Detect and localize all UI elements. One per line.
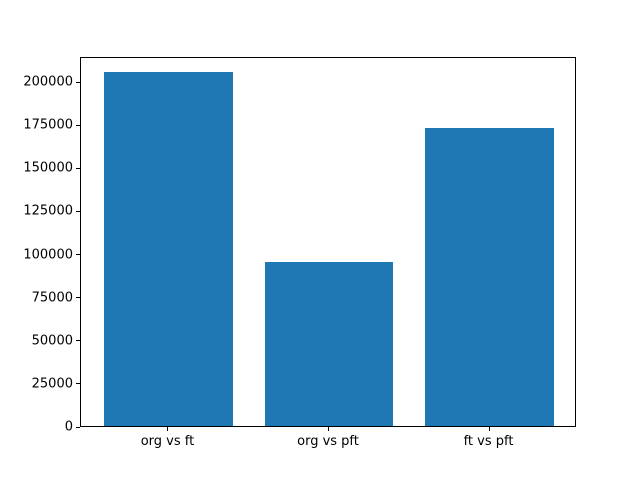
y-tick-label: 175000	[23, 117, 73, 133]
y-tick-mark	[76, 254, 80, 255]
y-tick-mark	[76, 167, 80, 169]
bar-org-vs-ft	[104, 72, 233, 426]
y-tick-mark	[76, 383, 80, 385]
y-tick-mark	[76, 297, 80, 299]
y-tick-mark	[76, 210, 80, 212]
y-tick-mark	[76, 340, 80, 342]
y-tick-label: 75000	[31, 290, 73, 306]
plot-area	[80, 57, 576, 427]
y-tick-label: 200000	[23, 74, 73, 90]
x-tick-label: org vs pft	[297, 434, 359, 449]
y-tick-label: 100000	[23, 247, 73, 262]
bar-org-vs-pft	[264, 262, 394, 426]
y-tick-label: 150000	[23, 160, 73, 176]
y-tick-label: 50000	[31, 333, 73, 349]
x-tick-mark	[488, 427, 490, 431]
x-tick-mark	[167, 427, 169, 431]
bar-ft-vs-pft	[425, 127, 554, 426]
y-tick-label: 125000	[23, 203, 73, 219]
x-tick-label: ft vs pft	[463, 434, 514, 449]
x-tick-mark	[328, 427, 329, 431]
x-tick-label: org vs ft	[140, 434, 195, 449]
y-tick-mark	[76, 81, 80, 83]
y-tick-mark	[76, 426, 80, 428]
y-tick-label: 0	[64, 419, 73, 435]
y-tick-mark	[76, 124, 80, 126]
y-tick-label: 25000	[31, 376, 73, 392]
